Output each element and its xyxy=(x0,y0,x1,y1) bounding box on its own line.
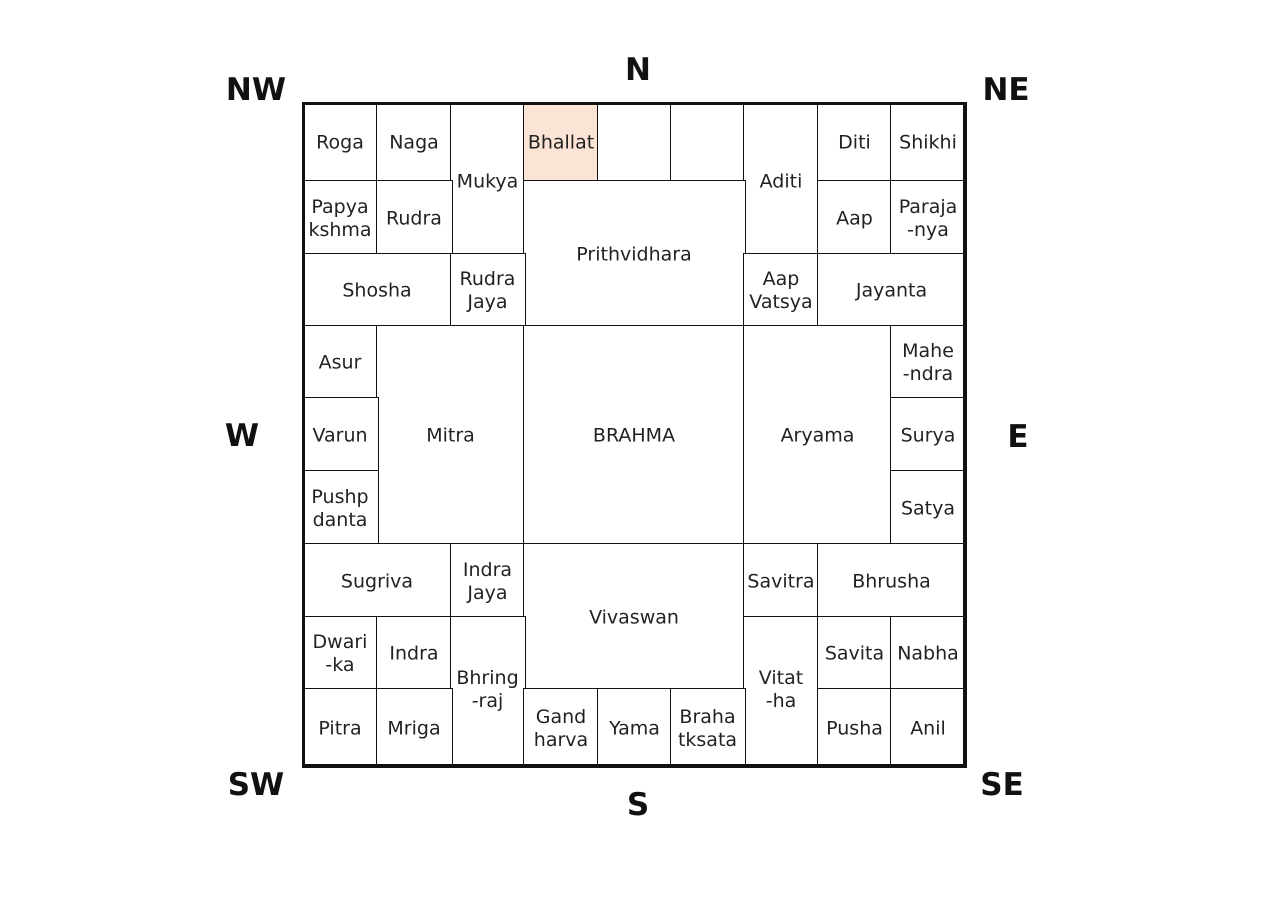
mandala-cell-diti: Diti xyxy=(816,101,893,183)
mandala-cell-bhringraj: Bhring -raj xyxy=(449,615,526,768)
cell-label: Mitra xyxy=(426,424,475,447)
direction-sw: SW xyxy=(227,767,285,803)
mandala-cell-papyakshma: Papya kshma xyxy=(301,179,379,256)
cell-label: Anil xyxy=(910,717,946,739)
mandala-cell-shosha: Shosha xyxy=(301,252,453,328)
cell-label: Indra Jaya xyxy=(462,558,513,604)
cell-label: Savita xyxy=(824,642,885,665)
cell-label: Paraja -nya xyxy=(898,195,958,241)
mandala-cell-bhallat: Bhallat xyxy=(522,101,600,183)
direction-n: N xyxy=(625,52,651,88)
mandala-cell-aryama: Aryama xyxy=(742,324,893,546)
cell-label: Bhrusha xyxy=(852,570,931,592)
cell-label: Yama xyxy=(609,717,660,739)
mandala-cell-prithvidhara: Prithvidhara xyxy=(522,179,746,328)
cell-label: Vivaswan xyxy=(589,606,679,628)
mandala-cell-vivaswan: Vivaswan xyxy=(522,542,746,691)
mandala-cell-anil: Anil xyxy=(889,687,967,768)
cell-label: Rudra Jaya xyxy=(459,268,516,313)
cell-label: Savitra xyxy=(747,570,815,592)
mandala-cell-surya: Surya xyxy=(889,396,967,473)
cell-label: Mukya xyxy=(456,170,519,193)
mandala-cell-nabha: Nabha xyxy=(889,615,967,691)
cell-label: Bhallat xyxy=(527,131,595,154)
cell-label: Naga xyxy=(389,131,439,154)
mandala-cell-mahendra: Mahe -ndra xyxy=(889,324,967,400)
mandala-cell-brahatksata: Braha tksata xyxy=(669,687,746,768)
cell-label: Pusha xyxy=(826,717,883,739)
mandala-cell-naga: Naga xyxy=(375,101,453,183)
mandala-cell-aditi: Aditi xyxy=(742,101,820,256)
mandala-cell-jayanta: Jayanta xyxy=(816,252,967,328)
cell-label: Sugriva xyxy=(340,570,414,592)
mandala-cell-vitatha: Vitat -ha xyxy=(742,615,820,768)
cell-label: BRAHMA xyxy=(592,424,676,447)
mandala-cell-parajanya: Paraja -nya xyxy=(889,179,967,256)
cell-label: Aditi xyxy=(759,170,803,193)
mandala-cell-empty xyxy=(596,101,673,183)
mandala-cell-pushpdanta: Pushp danta xyxy=(301,469,379,546)
direction-e: E xyxy=(1007,419,1029,455)
mandala-cell-bhrusha: Bhrusha xyxy=(816,542,967,619)
mandala-cell-aap: Aap xyxy=(816,179,893,256)
cell-label: Aap xyxy=(836,207,873,229)
cell-label: Shikhi xyxy=(899,131,957,154)
mandala-cell-mriga: Mriga xyxy=(375,687,453,768)
mandala-cell-dwarika: Dwari -ka xyxy=(301,615,379,691)
mandala-cell-aapvatsya: Aap Vatsya xyxy=(742,252,820,328)
cell-label: Asur xyxy=(318,351,362,374)
cell-label: Bhring -raj xyxy=(456,667,519,712)
mandala-cell-pusha: Pusha xyxy=(816,687,893,768)
cell-label: Rudra xyxy=(386,207,442,229)
mandala-cell-mitra: Mitra xyxy=(375,324,526,546)
cell-label: Indra xyxy=(389,642,439,665)
mandala-cell-indra: Indra xyxy=(375,615,453,691)
mandala-cell-empty xyxy=(669,101,746,183)
cell-label: Shosha xyxy=(342,279,412,302)
mandala-cell-asur: Asur xyxy=(301,324,379,400)
cell-label: Mahe -ndra xyxy=(902,340,954,385)
cell-label: Vitat -ha xyxy=(758,667,804,712)
cell-label: Pitra xyxy=(318,717,362,739)
cell-label: Gand harva xyxy=(533,705,589,751)
direction-nw: NW xyxy=(225,72,287,108)
mandala-cell-mukya: Mukya xyxy=(449,101,526,256)
mandala-cell-savitra: Savitra xyxy=(742,542,820,619)
cell-label: Mriga xyxy=(387,717,441,739)
cell-label: Nabha xyxy=(897,642,959,665)
cell-label: Roga xyxy=(316,131,364,154)
cell-label: Aryama xyxy=(780,424,855,447)
direction-ne: NE xyxy=(982,72,1030,108)
direction-s: S xyxy=(626,787,650,823)
cell-label: Papya kshma xyxy=(308,195,372,241)
mandala-cell-roga: Roga xyxy=(301,101,379,183)
cell-label: Pushp danta xyxy=(311,485,369,531)
cell-label: Jayanta xyxy=(855,279,928,302)
cell-label: Braha tksata xyxy=(677,705,738,751)
mandala-cell-sugriva: Sugriva xyxy=(301,542,453,619)
cell-label: Surya xyxy=(900,424,956,446)
direction-w: W xyxy=(224,418,260,454)
mandala-cell-gandharva: Gand harva xyxy=(522,687,600,768)
mandala-cell-brahma: BRAHMA xyxy=(522,324,746,546)
cell-label: Satya xyxy=(900,497,956,519)
mandala-cell-savita: Savita xyxy=(816,615,893,691)
mandala-cell-rudra: Rudra xyxy=(375,179,453,256)
mandala-cell-pitra: Pitra xyxy=(301,687,379,768)
mandala-cell-rudrajaya: Rudra Jaya xyxy=(449,252,526,328)
cell-label: Aap Vatsya xyxy=(749,268,813,313)
mandala-cell-indrajaya: Indra Jaya xyxy=(449,542,526,619)
cell-label: Diti xyxy=(838,131,871,154)
cell-label: Prithvidhara xyxy=(576,243,692,265)
mandala-cell-varun: Varun xyxy=(301,396,379,473)
mandala-cell-shikhi: Shikhi xyxy=(889,101,967,183)
mandala-cell-yama: Yama xyxy=(596,687,673,768)
cell-label: Varun xyxy=(312,424,368,446)
cell-label: Dwari -ka xyxy=(312,631,368,676)
mandala-cell-satya: Satya xyxy=(889,469,967,546)
direction-se: SE xyxy=(980,767,1024,803)
